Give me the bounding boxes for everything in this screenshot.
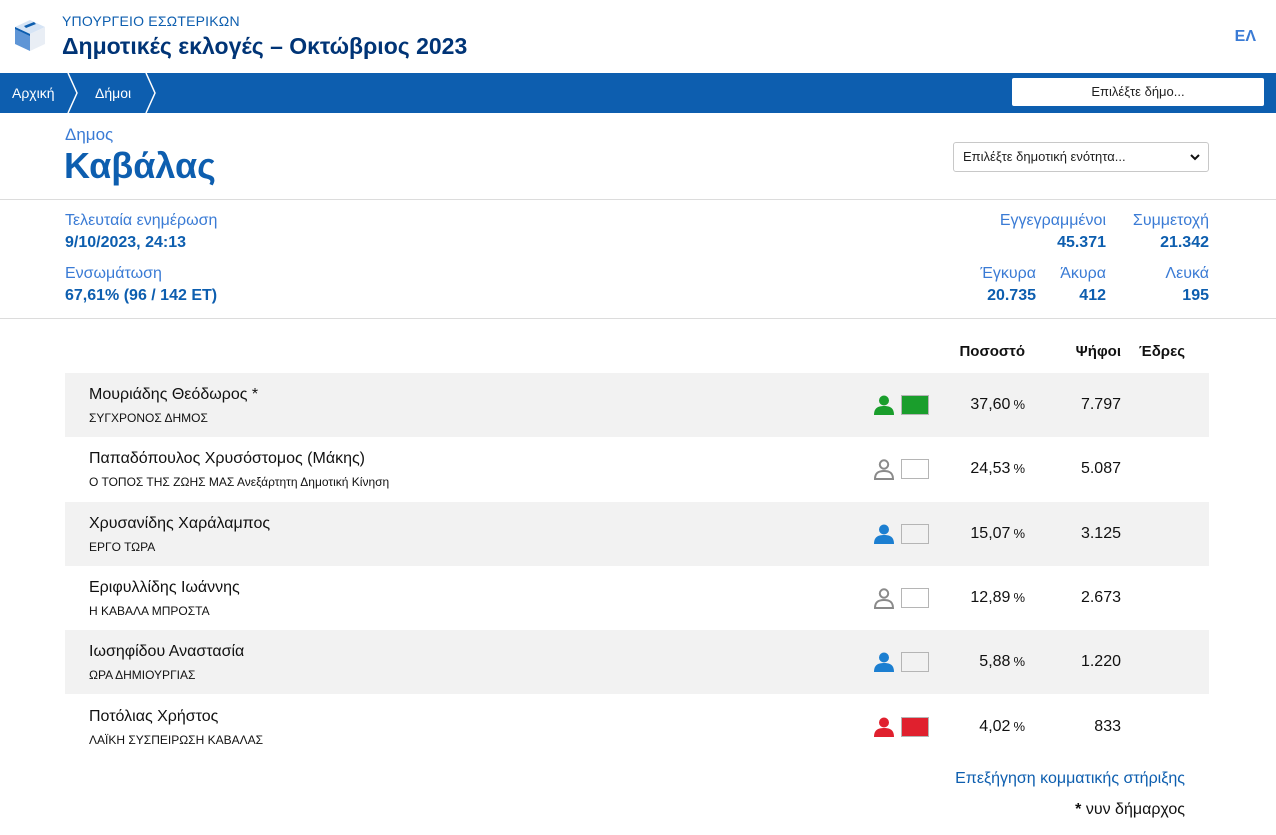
last-update-value: 9/10/2023, 24:13 [65,234,186,251]
chevron-down-icon [1190,154,1200,161]
breadcrumb-municipalities[interactable]: Δήμοι [95,85,132,101]
candidate-name: Εριφυλλίδης Ιωάννης [89,579,240,596]
municipality-label: Δημος [65,125,114,144]
section-divider [0,199,1276,200]
party-color-swatch [901,524,929,544]
percent-unit: % [1013,526,1025,541]
percent-unit: % [1013,719,1025,734]
percent-unit: % [1013,461,1025,476]
breadcrumb-chevron-icon [67,73,78,113]
percent-value: 12,89% [970,589,1025,607]
blank-value: 195 [1182,287,1209,304]
party-support-explanation-link[interactable]: Επεξήγηση κομματικής στήριξης [955,770,1185,787]
incorporation-label: Ενσωμάτωση [65,265,162,282]
invalid-label: Άκυρα [1060,265,1106,282]
percent-value: 4,02% [979,718,1025,736]
ballot-box-logo-icon [15,20,45,51]
section-divider [0,318,1276,319]
blank-label: Λευκά [1165,265,1209,282]
party-color-swatch [901,459,929,479]
navigation-bar: Αρχική Δήμοι Επιλέξτε δήμο... [0,73,1276,113]
votes-value: 2.673 [1080,589,1121,606]
person-icon [873,588,895,609]
votes-value: 1.220 [1080,653,1121,670]
votes-value: 5.087 [1080,460,1121,477]
person-icon [874,652,894,672]
footnote-star: * [1075,801,1082,818]
party-name: ΕΡΓΟ ΤΩΡΑ [89,540,156,554]
candidate-name: Ιωσηφίδου Αναστασία [89,643,245,660]
table-row: Παπαδόπουλος Χρυσόστομος (Μάκης) Ο ΤΟΠΟΣ … [65,437,1209,501]
percent-unit: % [1013,590,1025,605]
percent-number: 12,89 [970,589,1011,606]
municipal-unit-select[interactable]: Επιλέξτε δημοτική ενότητα... [953,142,1209,172]
percent-number: 15,07 [970,525,1011,542]
registered-value: 45.371 [1057,234,1106,251]
percent-value: 24,53% [970,460,1025,478]
breadcrumb-chevron-icon [145,73,156,113]
party-name: Ο ΤΟΠΟΣ ΤΗΣ ΖΩΗΣ ΜΑΣ Ανεξάρτητη Δημοτική… [89,475,390,489]
invalid-value: 412 [1079,287,1106,304]
table-row: Μουριάδης Θεόδωρος * ΣΥΓΧΡΟΝΟΣ ΔΗΜΟΣ 37,60… [65,373,1209,437]
percent-unit: % [1013,654,1025,669]
last-update-label: Τελευταία ενημέρωση [65,212,218,229]
municipality-name: Καβάλας [64,145,216,186]
ministry-name: ΥΠΟΥΡΓΕΙΟ ΕΣΩΤΕΡΙΚΩΝ [62,13,240,29]
percent-value: 5,88% [979,653,1025,671]
party-color-swatch [901,717,929,737]
table-row: Ιωσηφίδου Αναστασία ΩΡΑ ΔΗΜΙΟΥΡΓΙΑΣ 5,88% 1… [65,630,1209,694]
party-name: ΛΑΪΚΗ ΣΥΣΠΕΙΡΩΣΗ ΚΑΒΑΛΑΣ [89,733,264,747]
person-icon [874,524,894,544]
party-color-swatch [901,395,929,415]
percent-number: 24,53 [970,460,1011,477]
percent-value: 37,60% [970,396,1025,414]
person-icon [873,459,895,480]
person-icon [874,395,894,415]
site-header: ΥΠΟΥΡΓΕΙΟ ΕΣΩΤΕΡΙΚΩΝ Δημοτικές εκλογές –… [0,0,1276,73]
incorporation-value: 67,61% (96 / 142 ΕΤ) [65,287,218,304]
candidate-name: Μουριάδης Θεόδωρος * [89,386,259,403]
candidate-name: Χρυσανίδης Χαράλαμπος [89,515,271,532]
percent-unit: % [1013,397,1025,412]
party-color-swatch [901,588,929,608]
column-header-percent: Ποσοστό [959,343,1025,360]
percent-value: 15,07% [970,525,1025,543]
candidate-name: Ποτόλιας Χρήστος [89,708,219,725]
page-title: Δημοτικές εκλογές – Οκτώβριος 2023 [62,33,468,59]
party-name: ΣΥΓΧΡΟΝΟΣ ΔΗΜΟΣ [89,411,208,425]
column-header-seats: Έδρες [1138,343,1185,360]
votes-value: 3.125 [1080,525,1121,542]
party-color-swatch [901,652,929,672]
select-municipality-button[interactable]: Επιλέξτε δήμο... [1012,78,1264,106]
municipal-unit-select-value: Επιλέξτε δημοτική ενότητα... [963,149,1126,164]
registered-label: Εγγεγραμμένοι [999,212,1106,229]
turnout-label: Συμμετοχή [1132,212,1209,229]
valid-label: Έγκυρα [980,265,1036,282]
candidate-name: Παπαδόπουλος Χρυσόστομος (Μάκης) [89,450,365,467]
breadcrumb-home[interactable]: Αρχική [12,85,55,101]
person-icon [874,717,894,737]
votes-value: 833 [1094,718,1121,735]
column-header-votes: Ψήφοι [1075,343,1121,360]
turnout-value: 21.342 [1160,234,1209,251]
language-switch[interactable]: ΕΛ [1234,28,1256,45]
footnote: * νυν δήμαρχος [1075,801,1185,819]
table-row: Ποτόλιας Χρήστος ΛΑΪΚΗ ΣΥΣΠΕΙΡΩΣΗ ΚΑΒΑΛΑΣ… [65,695,1209,759]
table-row: Εριφυλλίδης Ιωάννης Η ΚΑΒΑΛΑ ΜΠΡΟΣΤΑ 12,89… [65,566,1209,630]
party-name: Η ΚΑΒΑΛΑ ΜΠΡΟΣΤΑ [89,604,210,618]
percent-number: 4,02 [979,718,1011,735]
valid-value: 20.735 [987,287,1036,304]
table-row: Χρυσανίδης Χαράλαμπος ΕΡΓΟ ΤΩΡΑ 15,07% 3.12… [65,502,1209,566]
votes-value: 7.797 [1080,396,1121,413]
party-name: ΩΡΑ ΔΗΜΙΟΥΡΓΙΑΣ [89,668,196,682]
percent-number: 5,88 [979,653,1011,670]
footnote-text: νυν δήμαρχος [1081,801,1185,818]
percent-number: 37,60 [970,396,1011,413]
